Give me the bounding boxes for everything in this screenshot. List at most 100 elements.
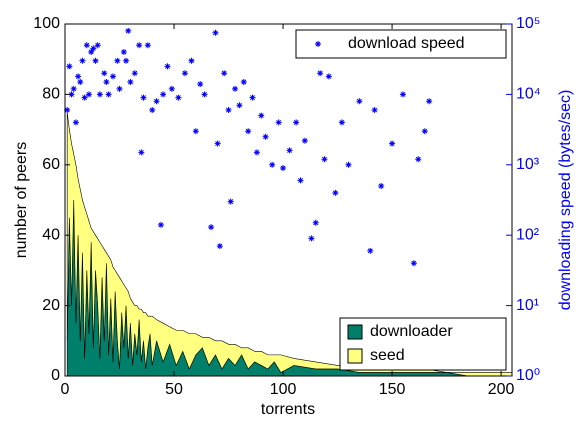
scatter-point (181, 70, 188, 77)
y2-axis-label: downloading speed (bytes/sec) (557, 90, 574, 311)
scatter-point (286, 147, 293, 154)
scatter-point (153, 98, 160, 105)
scatter-point (245, 128, 252, 135)
scatter-point (83, 42, 90, 49)
scatter-point (175, 94, 182, 101)
scatter-point (109, 73, 116, 80)
scatter-point (389, 140, 396, 147)
scatter-point (96, 91, 103, 98)
scatter-point (90, 45, 97, 52)
scatter-point (164, 63, 171, 70)
y2-tick-label: 10² (516, 226, 540, 243)
scatter-point (321, 156, 328, 163)
y-tick-label: 80 (42, 86, 60, 103)
scatter-point (114, 57, 121, 64)
scatter-point (123, 57, 130, 64)
legend-box (339, 317, 507, 371)
scatter-point (258, 112, 265, 119)
scatter-point (70, 85, 77, 92)
scatter-point (188, 57, 195, 64)
legend-label: download speed (348, 35, 465, 52)
scatter-point (197, 81, 204, 88)
scatter-point (160, 91, 167, 98)
scatter-point (225, 107, 232, 114)
scatter-point (144, 42, 151, 49)
scatter-point (79, 57, 86, 64)
x-axis-label: torrents (261, 401, 315, 418)
scatter-point (103, 79, 110, 86)
scatter-point (116, 85, 123, 92)
y-axis-label: number of peers (13, 142, 30, 259)
y2-tick-label: 10⁰ (516, 367, 540, 384)
scatter-point (367, 247, 374, 254)
scatter-point (325, 73, 332, 80)
scatter-point (216, 243, 223, 250)
legend-label: seed (370, 347, 405, 364)
x-tick-label: 0 (61, 381, 70, 398)
scatter-point (127, 79, 134, 86)
scatter-point (221, 70, 228, 77)
scatter-point (208, 224, 215, 231)
scatter-point (421, 128, 428, 135)
scatter-point (101, 70, 108, 77)
scatter-point (75, 73, 82, 80)
y-tick-label: 40 (42, 226, 60, 243)
x-tick-label: 100 (270, 381, 297, 398)
scatter-point (227, 198, 234, 205)
scatter-point (201, 91, 208, 98)
y-tick-label: 60 (42, 156, 60, 173)
scatter-point (77, 79, 84, 86)
scatter-point (371, 107, 378, 114)
y-tick-label: 0 (51, 367, 60, 384)
scatter-point (293, 119, 300, 126)
scatter-point (232, 85, 239, 92)
scatter-point (157, 221, 164, 228)
legend-label: downloader (370, 323, 453, 340)
scatter-point (297, 177, 304, 184)
scatter-point (253, 149, 260, 156)
scatter-point (72, 119, 79, 126)
scatter-point (249, 94, 256, 101)
scatter-point (85, 91, 92, 98)
scatter-point (168, 85, 175, 92)
scatter-point (138, 149, 145, 156)
scatter-point (214, 140, 221, 147)
x-tick-label: 200 (488, 381, 515, 398)
scatter-point (81, 94, 88, 101)
axes-frame (64, 23, 513, 377)
y-tick-label: 20 (42, 297, 60, 314)
scatter-point (338, 119, 345, 126)
scatter-point (64, 107, 71, 114)
scatter-point (410, 260, 417, 267)
x-tick-label: 150 (379, 381, 406, 398)
scatter-point (120, 49, 127, 56)
scatter-point (301, 137, 308, 144)
scatter-point (280, 165, 287, 172)
y-tick-label: 100 (33, 15, 60, 32)
scatter-point (136, 42, 143, 49)
scatter-point (68, 91, 75, 98)
scatter-point (356, 98, 363, 105)
scatter-point (125, 27, 132, 34)
scatter-point (88, 49, 95, 56)
scatter-point (399, 91, 406, 98)
y2-tick-label: 10¹ (516, 297, 539, 314)
y2-tick-label: 10⁴ (516, 86, 541, 103)
scatter-point (378, 182, 385, 189)
y2-tick-label: 10³ (516, 156, 540, 173)
x-tick-label: 50 (165, 381, 183, 398)
scatter-point (92, 57, 99, 64)
legend-marker (315, 41, 321, 47)
scatter-point (94, 42, 101, 49)
scatter-point (192, 128, 199, 135)
legend-swatch (347, 348, 363, 364)
scatter-point (236, 102, 243, 109)
scatter-point (317, 70, 324, 77)
legend-swatch (347, 324, 363, 340)
scatter-point (345, 161, 352, 168)
scatter-point (426, 98, 433, 105)
scatter-point (66, 63, 73, 70)
scatter-point (415, 156, 422, 163)
scatter-point (240, 79, 247, 86)
